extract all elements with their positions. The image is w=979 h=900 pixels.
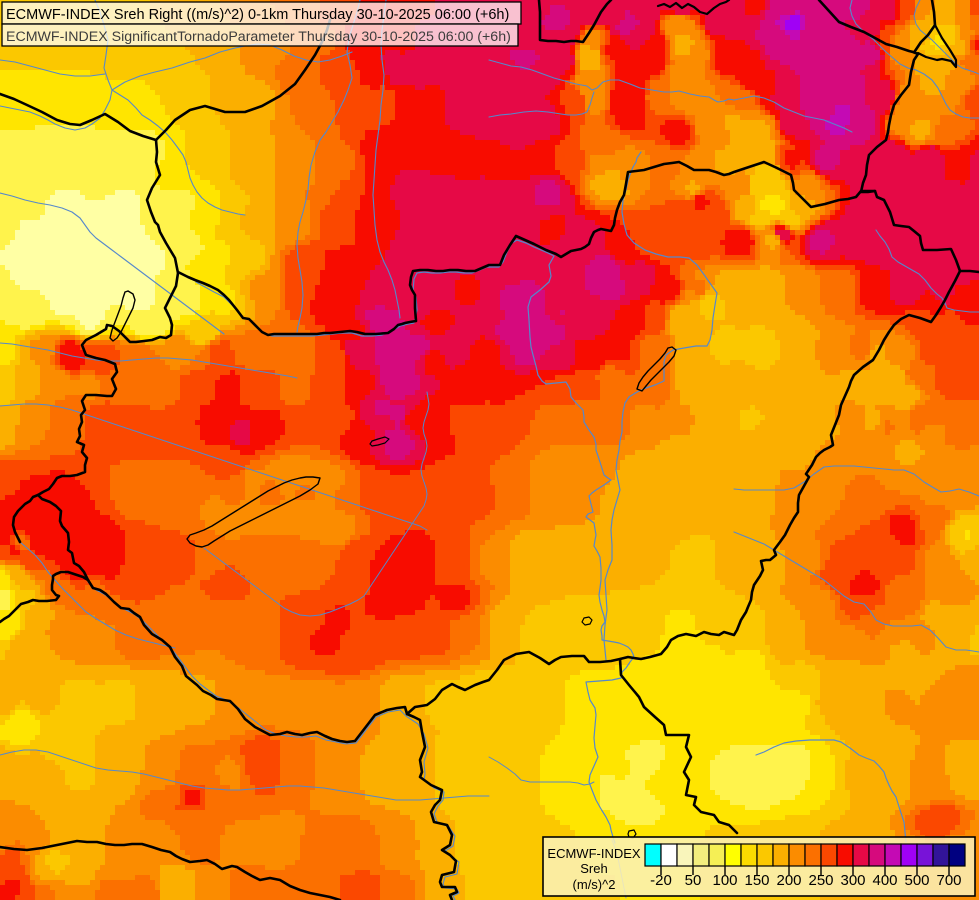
svg-text:ECMWF-INDEX: ECMWF-INDEX (547, 846, 640, 861)
svg-text:300: 300 (840, 872, 865, 889)
svg-text:200: 200 (776, 872, 801, 889)
svg-text:400: 400 (872, 872, 897, 889)
svg-text:Sreh: Sreh (580, 861, 607, 876)
svg-text:500: 500 (904, 872, 929, 889)
svg-text:50: 50 (685, 872, 702, 889)
svg-text:ECMWF-INDEX SignificantTornado: ECMWF-INDEX SignificantTornadoParameter … (6, 29, 511, 45)
svg-text:150: 150 (744, 872, 769, 889)
svg-text:ECMWF-INDEX Sreh Right ((m/s)^: ECMWF-INDEX Sreh Right ((m/s)^2) 0-1km T… (6, 7, 509, 23)
svg-text:100: 100 (712, 872, 737, 889)
svg-text:700: 700 (936, 872, 961, 889)
svg-text:-20: -20 (650, 872, 672, 889)
svg-text:(m/s)^2: (m/s)^2 (573, 877, 616, 892)
svg-text:250: 250 (808, 872, 833, 889)
